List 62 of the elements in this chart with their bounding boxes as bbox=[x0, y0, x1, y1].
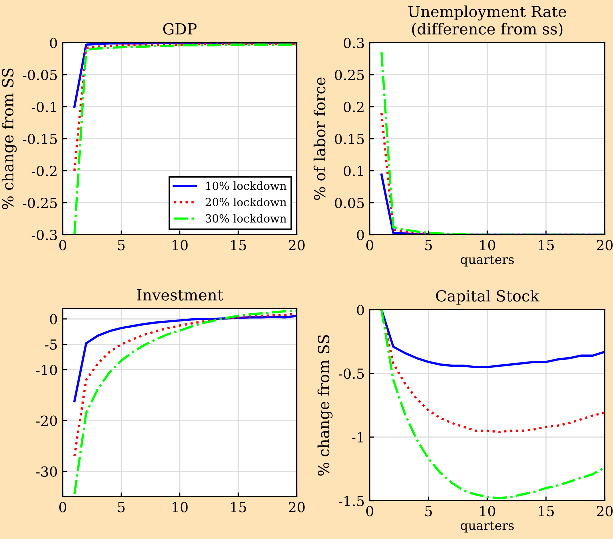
y-tick-label: -0.2 bbox=[32, 166, 57, 176]
y-tick-label: -20 bbox=[36, 416, 58, 426]
line-series bbox=[74, 312, 297, 458]
x-tick-label: 10 bbox=[480, 506, 496, 517]
x-tick-label: 5 bbox=[426, 240, 432, 251]
line-series bbox=[380, 51, 605, 235]
y-tick-label: 0.1 bbox=[344, 166, 364, 176]
x-axis-title: quarters bbox=[460, 522, 514, 533]
x-tick-label: 10 bbox=[480, 240, 496, 251]
y-axis-title: % of labor force bbox=[314, 78, 326, 200]
y-tick-label: 0 bbox=[50, 38, 58, 48]
x-tick-label: 15 bbox=[539, 240, 554, 251]
chart-title: Investment bbox=[137, 290, 224, 301]
x-tick-label: 0 bbox=[366, 506, 374, 517]
legend-label: 10% lockdown bbox=[206, 182, 287, 190]
y-tick-label: 0.15 bbox=[335, 134, 364, 144]
y-axis-title: % change from SS bbox=[318, 335, 333, 476]
chart-title: Unemployment Rate (difference from ss) bbox=[408, 6, 566, 38]
x-tick-label: 15 bbox=[231, 240, 246, 251]
x-tick-label: 5 bbox=[426, 506, 432, 517]
y-tick-label: 0 bbox=[357, 304, 364, 316]
y-tick-label: 0.3 bbox=[344, 38, 364, 48]
line-series bbox=[74, 43, 297, 172]
y-tick-label: -0.15 bbox=[23, 134, 58, 144]
y-tick-label: -0.1 bbox=[32, 102, 56, 112]
legend-label: 30% lockdown bbox=[206, 214, 287, 223]
y-tick-label: -0.05 bbox=[23, 70, 58, 80]
line-series bbox=[380, 310, 605, 368]
line-series bbox=[74, 43, 297, 108]
legend-label: 20% lockdown bbox=[206, 198, 287, 207]
y-tick-label: -0.25 bbox=[23, 198, 58, 208]
line-series bbox=[380, 310, 605, 434]
y-tick-label: -0.5 bbox=[338, 368, 364, 380]
x-tick-label: 15 bbox=[231, 502, 246, 513]
x-tick-label: 5 bbox=[118, 240, 125, 251]
x-tick-label: 20 bbox=[289, 240, 305, 251]
y-tick-label: 0.25 bbox=[335, 70, 364, 80]
x-tick-label: 0 bbox=[59, 240, 66, 251]
chart-title: GDP bbox=[163, 23, 197, 35]
x-tick-label: 20 bbox=[289, 502, 305, 513]
y-tick-label: -10 bbox=[36, 364, 58, 376]
y-tick-label: -1 bbox=[352, 432, 364, 443]
x-tick-label: 10 bbox=[172, 502, 188, 513]
x-tick-label: 10 bbox=[172, 240, 188, 251]
y-tick-label: 0.2 bbox=[344, 102, 364, 112]
x-tick-label: 20 bbox=[597, 240, 613, 251]
y-tick-label: 0 bbox=[357, 230, 364, 240]
x-axis-title: quarters bbox=[460, 256, 514, 267]
y-tick-label: -1.5 bbox=[338, 496, 364, 506]
x-tick-label: 5 bbox=[118, 502, 125, 513]
y-tick-label: 0 bbox=[50, 314, 58, 325]
y-axis-title: % change from SS bbox=[2, 68, 17, 210]
x-tick-label: 20 bbox=[597, 506, 613, 517]
y-tick-label: -30 bbox=[36, 466, 58, 478]
x-tick-label: 0 bbox=[366, 240, 374, 251]
chart-title: Capital Stock bbox=[436, 290, 540, 305]
x-tick-label: 15 bbox=[539, 506, 554, 517]
line-series bbox=[74, 315, 297, 403]
y-tick-label: -5 bbox=[45, 340, 58, 350]
y-tick-label: 0.05 bbox=[335, 198, 364, 208]
x-tick-label: 0 bbox=[59, 502, 66, 513]
y-tick-label: -0.3 bbox=[32, 230, 58, 240]
